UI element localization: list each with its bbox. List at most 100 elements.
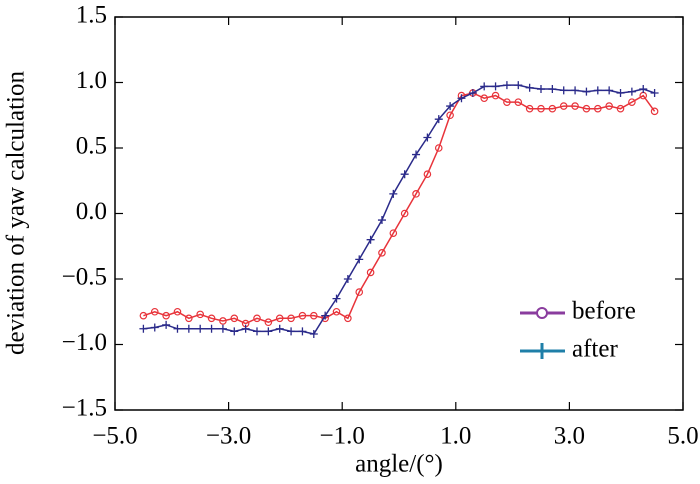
data-point <box>139 324 148 333</box>
data-point <box>230 314 239 323</box>
data-point <box>514 98 523 106</box>
data-point <box>389 189 398 198</box>
x-tick-label: −5.0 <box>92 423 137 450</box>
data-point <box>196 324 205 333</box>
data-point <box>275 324 284 333</box>
data-point <box>502 81 511 90</box>
data-point <box>366 268 375 277</box>
data-point <box>593 86 602 95</box>
y-tick-label: −0.5 <box>62 264 107 291</box>
data-point <box>344 314 352 323</box>
data-point <box>627 87 636 96</box>
data-point <box>162 320 171 329</box>
data-point <box>173 307 182 316</box>
x-tick-label: 3.0 <box>554 423 585 450</box>
y-tick-label: −1.0 <box>62 329 107 356</box>
data-point <box>537 104 545 113</box>
y-tick-label: 1.0 <box>76 67 107 94</box>
data-point <box>423 170 432 179</box>
data-point <box>230 327 239 336</box>
data-point <box>321 311 330 320</box>
data-point <box>537 85 545 94</box>
y-tick-label: −1.5 <box>62 395 107 422</box>
data-point <box>434 144 443 152</box>
data-point <box>253 314 261 323</box>
data-point <box>355 255 364 264</box>
data-point <box>400 209 409 218</box>
data-point <box>162 311 170 320</box>
data-point <box>548 104 557 113</box>
data-point <box>139 311 148 320</box>
data-point <box>480 94 489 103</box>
legend-marker <box>535 343 549 359</box>
data-point <box>525 83 534 92</box>
data-point <box>468 88 477 97</box>
data-point <box>446 111 454 120</box>
data-point <box>480 82 489 91</box>
data-point <box>571 86 580 95</box>
data-point <box>639 85 648 94</box>
data-point <box>628 98 636 106</box>
data-point <box>434 115 443 124</box>
data-point <box>150 323 159 332</box>
data-point <box>389 229 398 237</box>
data-point <box>309 330 318 339</box>
data-point <box>332 294 341 303</box>
data-point <box>616 104 625 113</box>
data-point <box>298 327 307 336</box>
data-point <box>332 307 341 316</box>
data-point <box>298 311 307 320</box>
legend-marker <box>536 307 548 319</box>
data-point <box>491 91 500 100</box>
y-tick-label: 1.5 <box>76 2 107 29</box>
data-point <box>412 190 420 198</box>
data-point <box>400 170 409 179</box>
data-point <box>366 235 375 244</box>
data-point <box>491 82 500 91</box>
series-line <box>143 92 656 325</box>
y-axis-label: deviation of yaw calculation <box>3 71 30 355</box>
data-point <box>218 324 227 333</box>
data-point <box>377 216 386 225</box>
data-point <box>185 314 193 323</box>
data-point <box>571 102 579 110</box>
data-point <box>559 102 568 110</box>
data-point <box>287 327 296 336</box>
data-point <box>196 310 205 319</box>
data-point <box>241 324 250 333</box>
data-point <box>650 88 659 97</box>
data-point <box>378 249 386 257</box>
data-point <box>184 324 193 333</box>
data-point <box>343 275 352 283</box>
x-axis-label: angle/(°) <box>355 451 443 478</box>
data-point <box>605 86 614 95</box>
legend-label: after <box>572 336 618 363</box>
data-point <box>207 314 216 323</box>
data-point <box>503 98 511 106</box>
y-tick-label: 0.5 <box>76 133 107 160</box>
data-point <box>446 102 455 111</box>
data-point <box>150 307 159 316</box>
data-point <box>355 288 364 296</box>
x-tick-label: −3.0 <box>206 423 251 450</box>
data-point <box>593 104 602 113</box>
series-line <box>143 84 655 335</box>
data-point <box>264 327 273 336</box>
data-point <box>514 81 523 90</box>
data-point <box>423 133 432 142</box>
data-point <box>457 94 466 103</box>
y-tick-label: 0.0 <box>76 198 107 225</box>
data-point <box>616 88 625 97</box>
data-point <box>605 102 613 110</box>
data-point <box>582 87 591 96</box>
data-point <box>548 85 557 94</box>
data-point <box>582 104 591 113</box>
data-point <box>253 327 261 336</box>
data-point <box>264 318 273 327</box>
x-tick-label: 1.0 <box>440 423 471 450</box>
data-point <box>219 317 227 325</box>
data-point <box>275 314 284 323</box>
data-point <box>412 150 421 159</box>
data-point <box>173 324 182 333</box>
data-point <box>287 314 295 323</box>
